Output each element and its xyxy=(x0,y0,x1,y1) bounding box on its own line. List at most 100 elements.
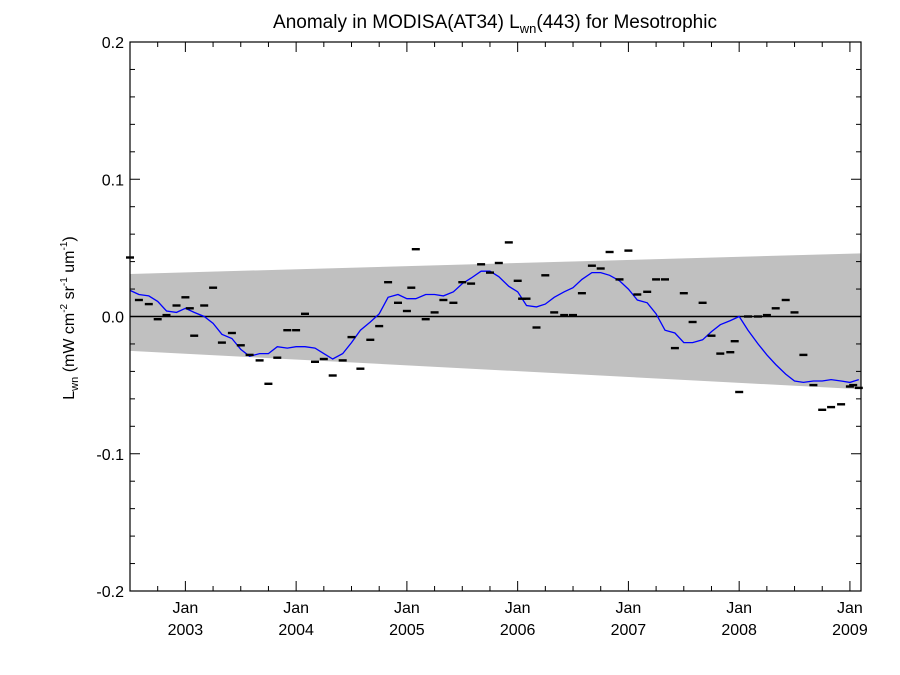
data-point xyxy=(726,351,735,354)
data-point xyxy=(587,264,596,267)
data-point xyxy=(818,408,827,411)
x-tick-label-month: Jan xyxy=(283,600,309,617)
data-point xyxy=(827,405,836,409)
data-point xyxy=(522,297,531,300)
data-point xyxy=(652,278,661,281)
data-point xyxy=(185,307,194,310)
data-point xyxy=(560,313,569,317)
x-tick-label-year: 2005 xyxy=(389,622,425,639)
data-point xyxy=(698,301,707,304)
data-point xyxy=(181,296,190,299)
data-point xyxy=(394,301,402,304)
data-point xyxy=(292,329,301,332)
data-point xyxy=(217,341,226,344)
data-point xyxy=(854,386,863,390)
data-point xyxy=(255,359,264,362)
data-point xyxy=(264,382,273,385)
data-point xyxy=(513,279,522,282)
data-point xyxy=(347,335,356,339)
data-point xyxy=(837,403,846,406)
data-point xyxy=(744,315,752,318)
data-point xyxy=(301,312,309,315)
data-point xyxy=(799,353,808,357)
x-tick-label-year: 2003 xyxy=(168,622,204,639)
data-point xyxy=(735,390,744,394)
data-point xyxy=(596,267,605,270)
data-point xyxy=(366,338,375,341)
data-point xyxy=(754,315,762,318)
data-point xyxy=(190,334,199,337)
data-point xyxy=(790,311,799,314)
y-tick-label: 0.0 xyxy=(102,310,124,327)
plot-area: 0.2 0.1 0.0 -0.1 -0.2 Jan 2003 Jan 2004 Jan 2005 Ja… xyxy=(96,35,867,639)
data-point xyxy=(328,374,337,377)
data-point xyxy=(633,293,642,296)
data-point xyxy=(200,304,209,307)
data-point xyxy=(504,241,513,244)
y-tick-label: 0.1 xyxy=(102,172,124,189)
y-tick-label: -0.1 xyxy=(96,447,124,464)
data-point xyxy=(338,359,347,362)
data-point xyxy=(624,249,633,252)
data-point xyxy=(430,311,439,314)
data-point xyxy=(134,298,143,302)
data-point xyxy=(550,311,559,314)
data-point xyxy=(439,298,448,302)
x-tick-label-month: Jan xyxy=(172,600,198,617)
data-point xyxy=(411,248,420,251)
data-point xyxy=(809,383,818,387)
data-point xyxy=(532,326,541,329)
y-axis-label: Lwn (mW cm-2 sr-1 um-1) xyxy=(59,236,81,399)
uncertainty-band xyxy=(130,253,861,390)
data-point xyxy=(849,383,858,387)
data-point xyxy=(402,309,411,313)
x-tick-label-month: Jan xyxy=(394,600,420,617)
data-point xyxy=(458,281,467,284)
data-point xyxy=(227,331,236,335)
data-point xyxy=(477,263,486,266)
data-point xyxy=(688,320,697,324)
data-point xyxy=(643,290,652,293)
x-tick-label-year: 2007 xyxy=(611,622,647,639)
y-tick-label: -0.2 xyxy=(96,584,124,601)
data-point xyxy=(781,298,790,302)
data-point xyxy=(449,301,458,304)
data-point xyxy=(319,357,328,361)
x-tick-label-month: Jan xyxy=(505,600,531,617)
data-point xyxy=(730,340,739,343)
data-point xyxy=(762,313,771,317)
data-point xyxy=(209,286,218,289)
x-tick-label-year: 2006 xyxy=(500,622,536,639)
data-point xyxy=(311,360,319,363)
data-point xyxy=(679,292,688,295)
data-point xyxy=(245,353,254,357)
data-point xyxy=(153,318,162,321)
data-point xyxy=(162,313,171,317)
data-point xyxy=(486,271,494,274)
data-point xyxy=(283,329,292,332)
data-point xyxy=(356,367,365,370)
x-tick-label-month: Jan xyxy=(616,600,642,617)
y-tick-label: 0.2 xyxy=(102,35,124,52)
data-point xyxy=(661,278,669,281)
data-point xyxy=(707,334,716,337)
x-tick-label-year: 2009 xyxy=(832,622,868,639)
data-point xyxy=(771,307,780,310)
data-point xyxy=(407,286,416,289)
chart-title: Anomaly in MODISA(AT34) Lwn(443) for Mes… xyxy=(273,12,717,36)
data-point xyxy=(172,304,181,307)
data-point xyxy=(541,274,550,277)
data-point xyxy=(615,278,624,281)
data-point xyxy=(236,344,245,347)
svg-text:Lwn (mW cm-2 sr-1 um-1): Lwn (mW cm-2 sr-1 um-1) xyxy=(59,236,81,399)
data-point xyxy=(273,356,282,359)
data-point xyxy=(577,292,586,295)
data-point xyxy=(605,250,614,254)
data-point xyxy=(518,297,527,300)
x-tick-label-year: 2008 xyxy=(721,622,757,639)
data-point xyxy=(467,282,476,285)
data-point xyxy=(494,261,503,265)
data-point xyxy=(569,313,577,317)
x-tick-label-month: Jan xyxy=(837,600,863,617)
